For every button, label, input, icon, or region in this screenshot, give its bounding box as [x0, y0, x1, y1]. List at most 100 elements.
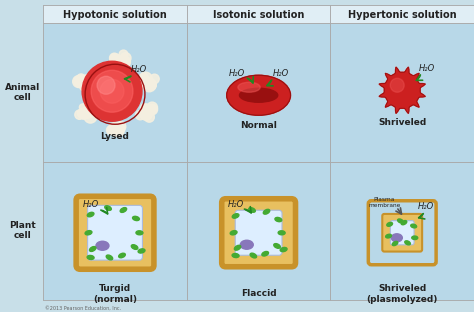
Ellipse shape — [131, 245, 138, 249]
Circle shape — [390, 78, 404, 92]
Polygon shape — [379, 67, 425, 114]
Ellipse shape — [138, 249, 145, 253]
Ellipse shape — [263, 209, 270, 214]
Text: ©2013 Pearson Education, Inc.: ©2013 Pearson Education, Inc. — [45, 305, 121, 310]
Ellipse shape — [85, 231, 92, 235]
Text: H₂O: H₂O — [419, 64, 435, 73]
Circle shape — [147, 102, 157, 113]
Ellipse shape — [133, 216, 139, 221]
Ellipse shape — [105, 206, 111, 210]
Circle shape — [91, 70, 133, 112]
Circle shape — [87, 111, 93, 117]
Circle shape — [79, 104, 86, 111]
Text: Plant
cell: Plant cell — [9, 221, 36, 241]
Ellipse shape — [280, 247, 287, 252]
Ellipse shape — [278, 231, 285, 235]
Bar — [330, 23, 474, 162]
Text: Hypertonic solution: Hypertonic solution — [348, 10, 456, 20]
Circle shape — [80, 80, 91, 91]
Bar — [187, 162, 330, 300]
Ellipse shape — [262, 251, 268, 256]
Circle shape — [81, 107, 92, 118]
Text: H₂O: H₂O — [228, 69, 245, 78]
Ellipse shape — [250, 253, 256, 258]
Circle shape — [144, 112, 155, 122]
Ellipse shape — [232, 214, 239, 218]
Bar — [43, 162, 187, 300]
Circle shape — [114, 127, 123, 137]
Circle shape — [150, 82, 156, 89]
Circle shape — [75, 110, 84, 119]
Circle shape — [77, 109, 85, 117]
FancyBboxPatch shape — [76, 196, 154, 269]
Ellipse shape — [240, 240, 253, 249]
Ellipse shape — [249, 207, 255, 212]
Text: Flaccid: Flaccid — [241, 290, 276, 299]
Circle shape — [82, 61, 142, 121]
Ellipse shape — [87, 256, 94, 260]
Circle shape — [136, 110, 145, 120]
Ellipse shape — [227, 75, 291, 115]
Circle shape — [140, 108, 152, 120]
Circle shape — [140, 73, 148, 81]
Bar — [43, 23, 187, 162]
Ellipse shape — [398, 219, 403, 223]
Circle shape — [140, 104, 148, 112]
Circle shape — [81, 77, 90, 87]
Text: Lysed: Lysed — [100, 132, 129, 141]
Bar — [43, 5, 187, 23]
Text: Animal
cell: Animal cell — [5, 83, 40, 102]
Ellipse shape — [87, 212, 94, 217]
Circle shape — [111, 123, 125, 136]
Circle shape — [78, 109, 88, 119]
Circle shape — [122, 57, 129, 65]
Ellipse shape — [232, 254, 239, 258]
Ellipse shape — [386, 234, 392, 238]
Text: Shriveled
(plasmolyzed): Shriveled (plasmolyzed) — [366, 284, 438, 304]
Circle shape — [122, 60, 129, 67]
Circle shape — [147, 104, 157, 115]
Ellipse shape — [230, 231, 237, 235]
Circle shape — [118, 56, 130, 68]
Circle shape — [75, 76, 82, 84]
Text: Isotonic solution: Isotonic solution — [213, 10, 304, 20]
Text: Normal: Normal — [240, 121, 277, 130]
Text: Hypotonic solution: Hypotonic solution — [63, 10, 167, 20]
FancyBboxPatch shape — [235, 210, 282, 255]
Circle shape — [109, 123, 121, 135]
Circle shape — [108, 125, 116, 134]
Circle shape — [139, 72, 152, 85]
Ellipse shape — [392, 241, 398, 246]
Ellipse shape — [118, 253, 125, 258]
Ellipse shape — [392, 234, 402, 242]
Circle shape — [147, 105, 156, 114]
Circle shape — [73, 76, 84, 88]
Circle shape — [114, 57, 121, 64]
Ellipse shape — [106, 255, 113, 260]
Circle shape — [141, 79, 148, 86]
FancyBboxPatch shape — [391, 221, 414, 245]
Text: H₂O: H₂O — [131, 65, 147, 74]
Ellipse shape — [238, 82, 260, 92]
Ellipse shape — [136, 231, 143, 235]
Circle shape — [116, 121, 126, 132]
Circle shape — [82, 83, 89, 90]
Ellipse shape — [96, 241, 109, 250]
Circle shape — [119, 50, 128, 59]
Text: Shriveled: Shriveled — [378, 118, 426, 127]
Ellipse shape — [234, 245, 241, 250]
Bar — [330, 5, 474, 23]
Circle shape — [84, 110, 97, 123]
Circle shape — [150, 74, 159, 84]
Ellipse shape — [120, 207, 127, 212]
Text: H₂O: H₂O — [273, 69, 289, 78]
Ellipse shape — [401, 221, 407, 225]
Circle shape — [120, 53, 131, 63]
Ellipse shape — [387, 222, 392, 226]
Text: H₂O: H₂O — [83, 200, 99, 209]
FancyBboxPatch shape — [88, 205, 143, 260]
Circle shape — [74, 75, 86, 88]
Bar — [187, 23, 330, 162]
Circle shape — [100, 79, 124, 103]
Ellipse shape — [412, 236, 418, 240]
